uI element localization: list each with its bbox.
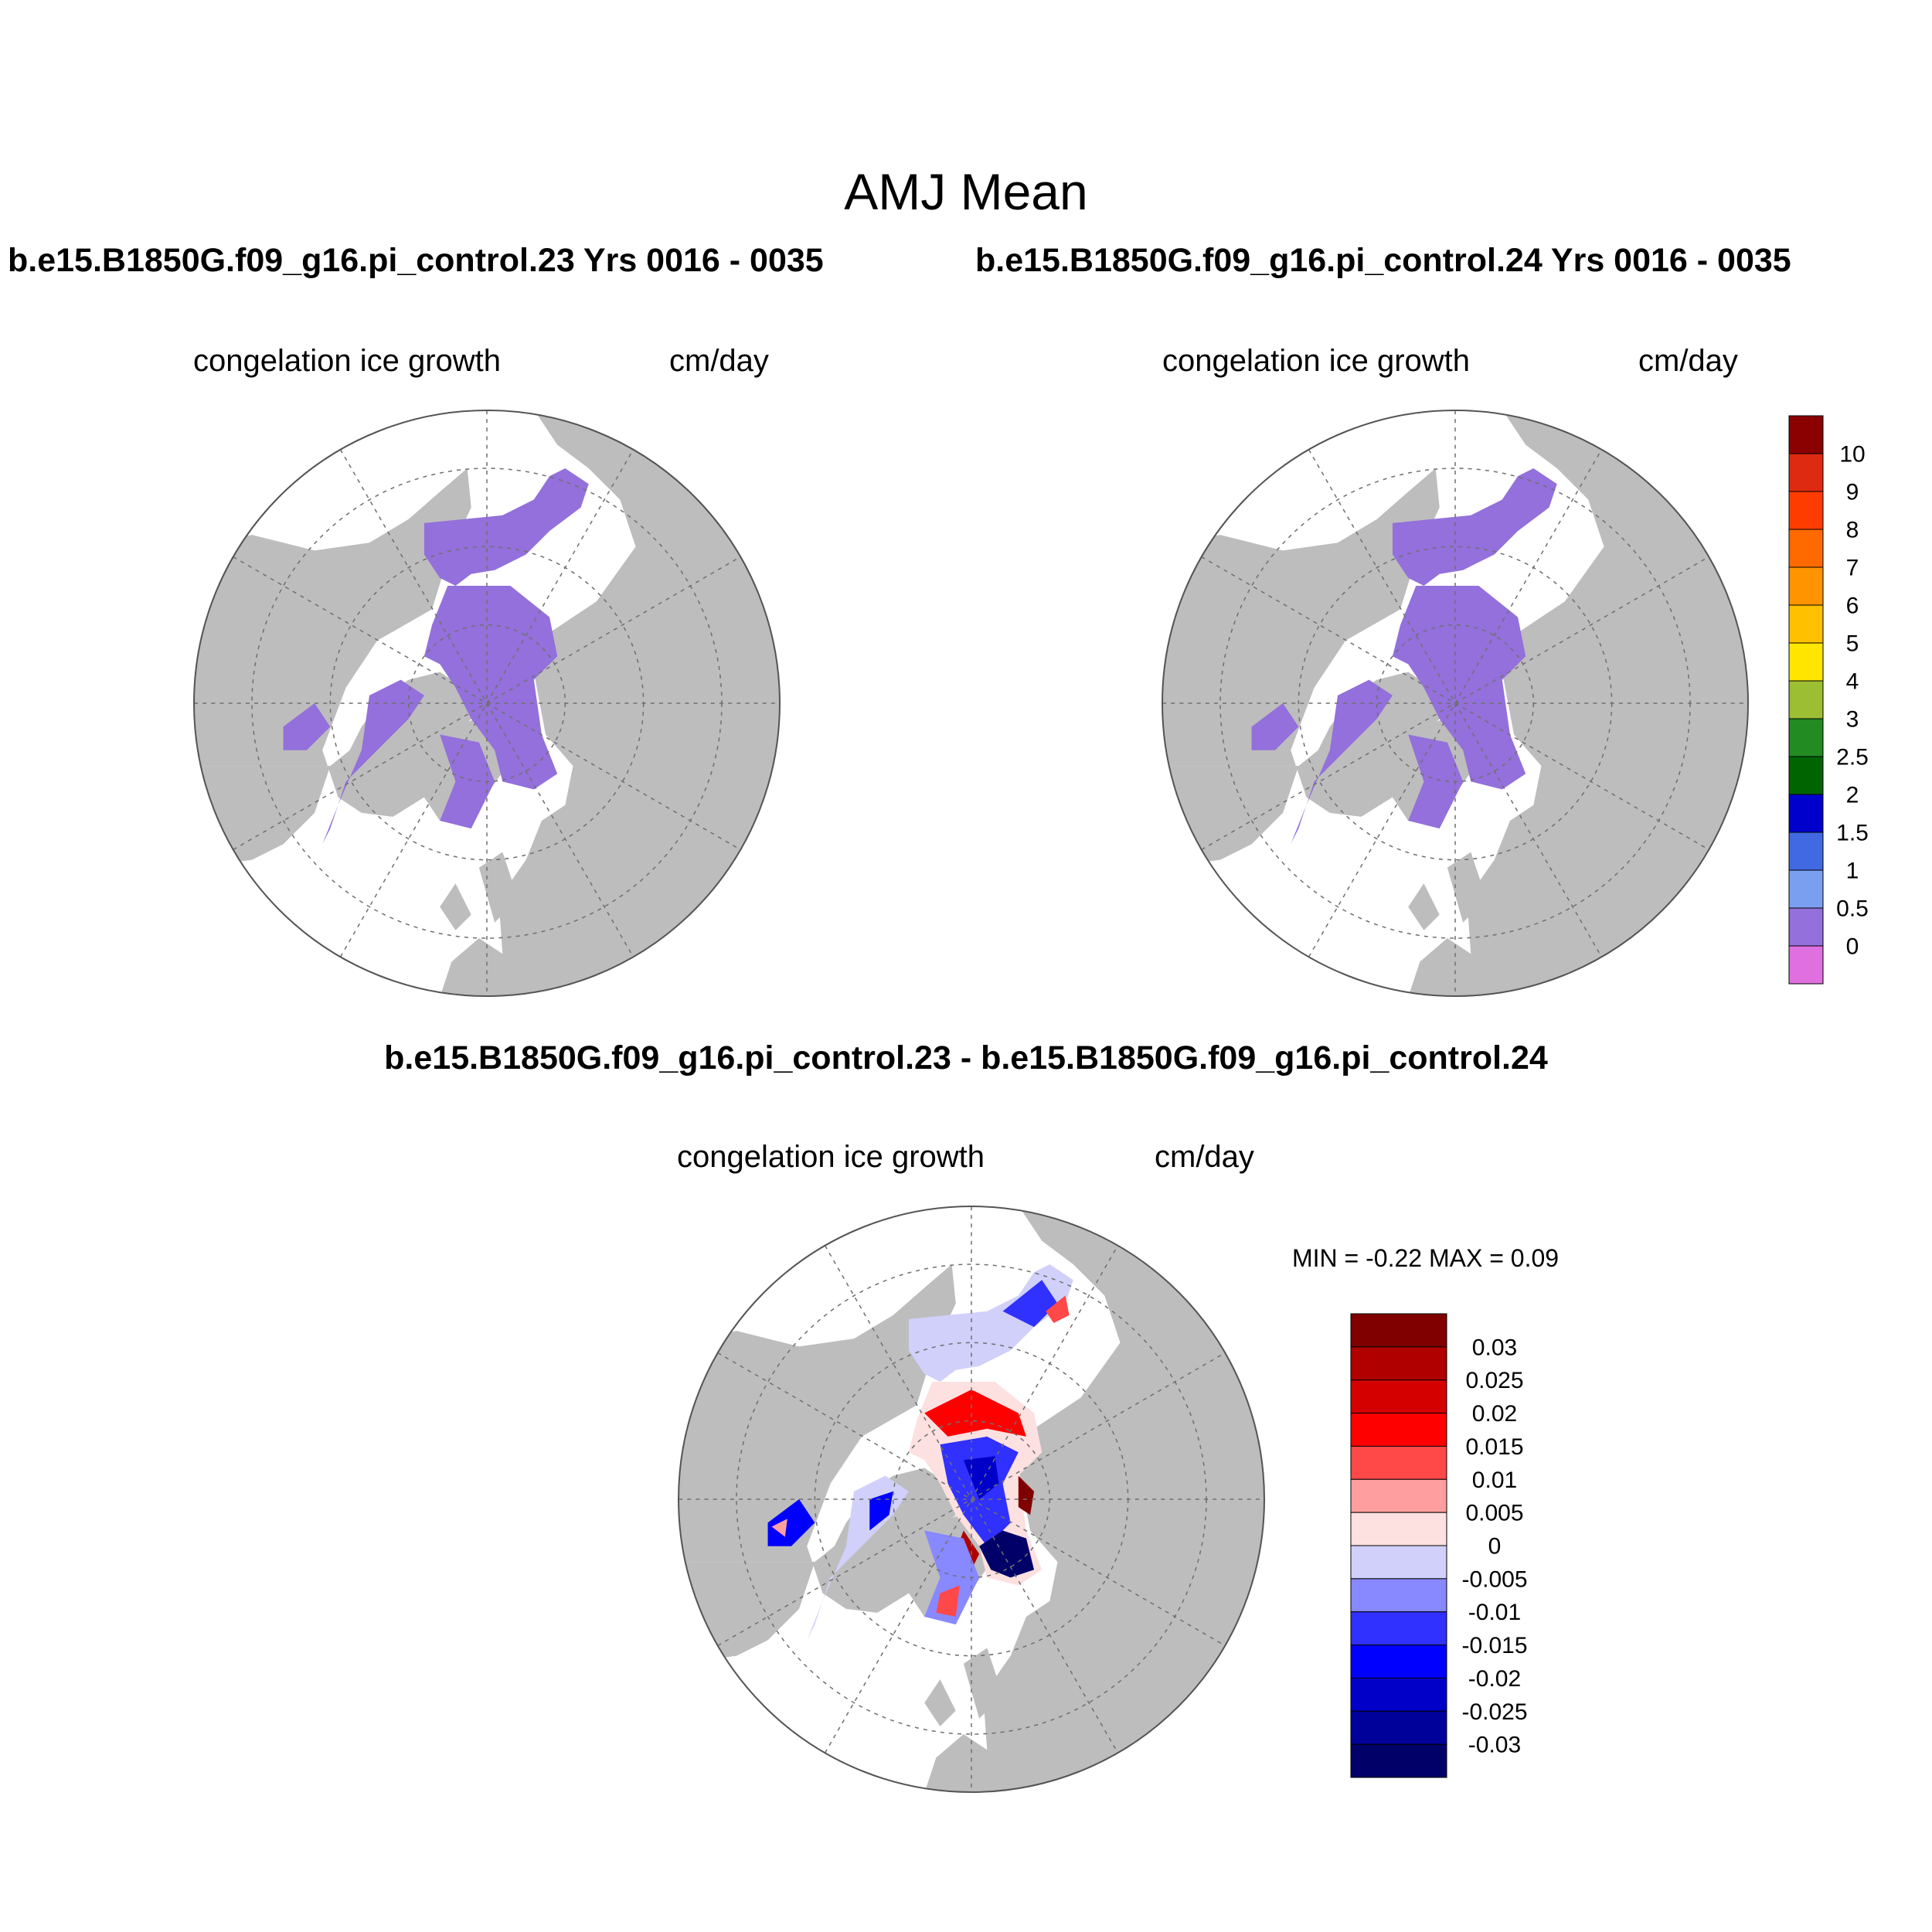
colorbar-mean-swatch-2: [1788, 491, 1824, 530]
ice-cover: [283, 468, 589, 845]
colorbar-diff-swatch-13: [1350, 1743, 1447, 1778]
run-title-right: b.e15.B1850G.f09_g16.pi_control.24 Yrs 0…: [975, 242, 1791, 279]
colorbar-mean-swatch-13: [1788, 907, 1824, 947]
colorbar-diff-label-12: -0.03: [1468, 1733, 1521, 1758]
colorbar-diff-swatch-7: [1350, 1545, 1447, 1580]
graticule: [194, 410, 780, 996]
colorbar-mean-label-13: 0: [1846, 934, 1859, 960]
colorbar-diff-swatch-8: [1350, 1578, 1447, 1613]
graticule: [1162, 410, 1748, 996]
colorbar-mean-label-2: 8: [1846, 518, 1859, 543]
colorbar-diff-swatch-5: [1350, 1478, 1447, 1513]
colorbar-diff-label-9: -0.015: [1461, 1633, 1527, 1658]
colorbar-mean-label-7: 3: [1846, 707, 1859, 733]
colorbar-mean-swatch-6: [1788, 642, 1824, 682]
colorbar-mean-label-6: 4: [1846, 669, 1859, 695]
variable-label-right: congelation ice growth: [1162, 344, 1471, 378]
colorbar-diff-label-8: -0.01: [1468, 1600, 1521, 1625]
colorbar-diff-swatch-1: [1350, 1346, 1447, 1381]
colorbar-mean-label-8: 2.5: [1836, 745, 1869, 770]
colorbar-diff-swatch-11: [1350, 1677, 1447, 1712]
colorbar-mean-label-0: 10: [1839, 442, 1865, 468]
colorbar-mean-label-10: 1.5: [1836, 821, 1869, 846]
colorbar-mean-label-3: 7: [1846, 556, 1859, 581]
colorbar-diff-label-2: 0.02: [1472, 1401, 1517, 1427]
colorbar-diff-label-3: 0.015: [1465, 1434, 1523, 1460]
colorbar-diff-label-4: 0.01: [1472, 1468, 1517, 1493]
colorbar-mean-swatch-9: [1788, 756, 1824, 795]
colorbar-mean-label-11: 1: [1846, 859, 1859, 884]
colorbar-diff-label-11: -0.025: [1461, 1699, 1527, 1725]
colorbar-diff-swatch-12: [1350, 1710, 1447, 1745]
colorbar-mean-swatch-7: [1788, 680, 1824, 719]
colorbar-diff-label-5: 0.005: [1465, 1501, 1523, 1526]
colorbar-diff-label-6: 0: [1488, 1534, 1502, 1560]
colorbar-mean-swatch-14: [1788, 945, 1824, 985]
ice-cover: [1251, 468, 1557, 845]
variable-label-left: congelation ice growth: [193, 344, 502, 378]
colorbar-mean-label-9: 2: [1846, 783, 1859, 808]
polar-map-left: [193, 410, 781, 997]
polar-map-diff: [678, 1206, 1265, 1793]
colorbar-mean-label-1: 9: [1846, 480, 1859, 505]
colorbar-mean-swatch-0: [1788, 415, 1824, 454]
diff-title: b.e15.B1850G.f09_g16.pi_control.23 - b.e…: [384, 1039, 1548, 1077]
colorbar-diff: 0.03 0.025 0.02 0.015 0.01 0.005 0 -0.005 -0.01 -…: [1350, 1313, 1528, 1778]
colorbar-mean-swatch-11: [1788, 832, 1824, 871]
colorbar-mean-swatch-5: [1788, 604, 1824, 644]
units-label-right: cm/day: [1638, 344, 1738, 378]
colorbar-mean-swatch-1: [1788, 453, 1824, 492]
run-title-left: b.e15.B1850G.f09_g16.pi_control.23 Yrs 0…: [8, 242, 824, 279]
variable-label-diff: congelation ice growth: [677, 1140, 985, 1174]
colorbar-diff-swatch-9: [1350, 1611, 1447, 1646]
min-max-label: MIN = -0.22 MAX = 0.09: [1292, 1244, 1560, 1272]
colorbar-mean-swatch-3: [1788, 529, 1824, 568]
difference-field: [767, 1264, 1073, 1641]
colorbar-diff-swatch-4: [1350, 1445, 1447, 1480]
polar-map-right: [1162, 410, 1749, 997]
units-label-diff: cm/day: [1155, 1140, 1254, 1174]
colorbar-mean-swatch-12: [1788, 869, 1824, 909]
colorbar-diff-label-1: 0.025: [1465, 1368, 1523, 1393]
main-title: AMJ Mean: [844, 163, 1088, 220]
colorbar-mean: 10 9 8 7 6 5 4 3 2.5 2 1.5 1 0.5 0: [1788, 415, 1869, 985]
colorbar-diff-swatch-2: [1350, 1379, 1447, 1414]
colorbar-diff-swatch-0: [1350, 1313, 1447, 1348]
colorbar-mean-label-12: 0.5: [1836, 896, 1869, 922]
graticule: [679, 1206, 1264, 1792]
colorbar-mean-swatch-8: [1788, 718, 1824, 757]
units-label-left: cm/day: [669, 344, 769, 378]
colorbar-mean-swatch-10: [1788, 794, 1824, 833]
colorbar-mean-swatch-4: [1788, 566, 1824, 606]
colorbar-mean-label-4: 6: [1846, 594, 1859, 619]
colorbar-mean-label-5: 5: [1846, 631, 1859, 657]
colorbar-diff-swatch-6: [1350, 1512, 1447, 1546]
colorbar-diff-label-10: -0.02: [1468, 1666, 1521, 1692]
colorbar-diff-label-0: 0.03: [1472, 1335, 1517, 1360]
colorbar-diff-label-7: -0.005: [1461, 1566, 1527, 1592]
colorbar-diff-swatch-10: [1350, 1645, 1447, 1679]
colorbar-diff-swatch-3: [1350, 1413, 1447, 1447]
